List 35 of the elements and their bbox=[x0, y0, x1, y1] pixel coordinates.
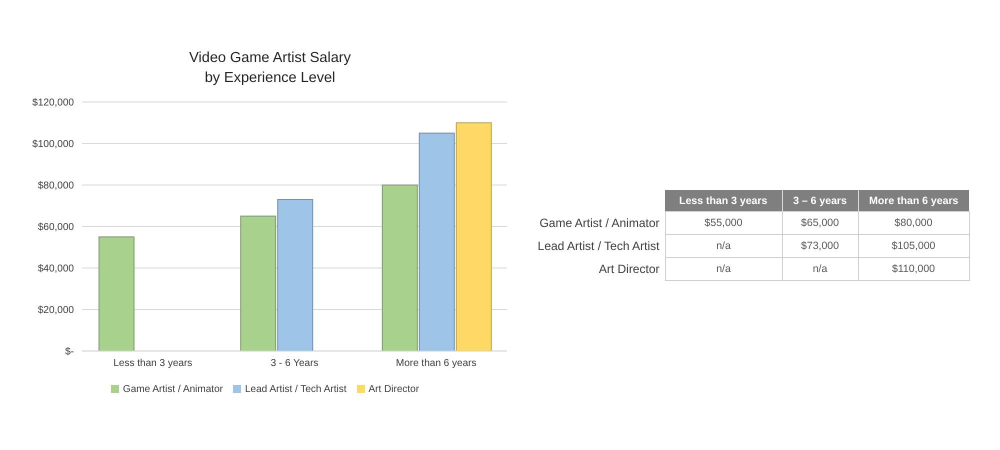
bar bbox=[456, 122, 492, 351]
x-tick-label: 3 - 6 Years bbox=[270, 358, 318, 370]
legend-label: Lead Artist / Tech Artist bbox=[244, 384, 347, 395]
y-tick-label: $40,000 bbox=[38, 264, 74, 275]
y-tick-label: $100,000 bbox=[32, 139, 74, 150]
data-label: n/a bbox=[665, 258, 782, 280]
y-tick-label: $60,000 bbox=[38, 222, 74, 234]
x-tick-label: More than 6 years bbox=[396, 358, 476, 370]
y-tick-label: $- bbox=[65, 346, 74, 358]
category-label: 3 – 6 years bbox=[782, 190, 858, 212]
chart-title: Video Game Artist Salary by Experience Level bbox=[188, 49, 352, 88]
y-tick-label: $20,000 bbox=[38, 305, 74, 316]
bar bbox=[277, 199, 314, 351]
data-label: n/a bbox=[782, 258, 858, 280]
data-label: $80,000 bbox=[858, 212, 969, 234]
bar bbox=[98, 236, 134, 351]
data-label: $110,000 bbox=[858, 258, 969, 280]
text: Game Artist / Animator bbox=[538, 215, 660, 232]
data-label: n/a bbox=[665, 234, 782, 258]
y-tick-label: $120,000 bbox=[32, 98, 74, 109]
x-tick-label: Less than 3 years bbox=[113, 358, 192, 370]
data-label: $65,000 bbox=[782, 212, 858, 234]
legend-label: Art Director bbox=[368, 384, 420, 395]
data-label: $105,000 bbox=[858, 234, 969, 258]
data-label: $55,000 bbox=[665, 212, 782, 234]
y-tick-label: $80,000 bbox=[38, 180, 74, 192]
category-label: More than 6 years bbox=[858, 190, 969, 212]
category-label: Less than 3 years bbox=[665, 190, 782, 212]
bar bbox=[382, 184, 418, 351]
text: Lead Artist / Tech Artist bbox=[536, 238, 660, 255]
legend-label: Game Artist / Animator bbox=[122, 384, 223, 395]
data-label: $73,000 bbox=[782, 234, 858, 258]
text: Art Director bbox=[598, 261, 660, 278]
bar bbox=[240, 216, 276, 351]
bar bbox=[418, 132, 455, 351]
